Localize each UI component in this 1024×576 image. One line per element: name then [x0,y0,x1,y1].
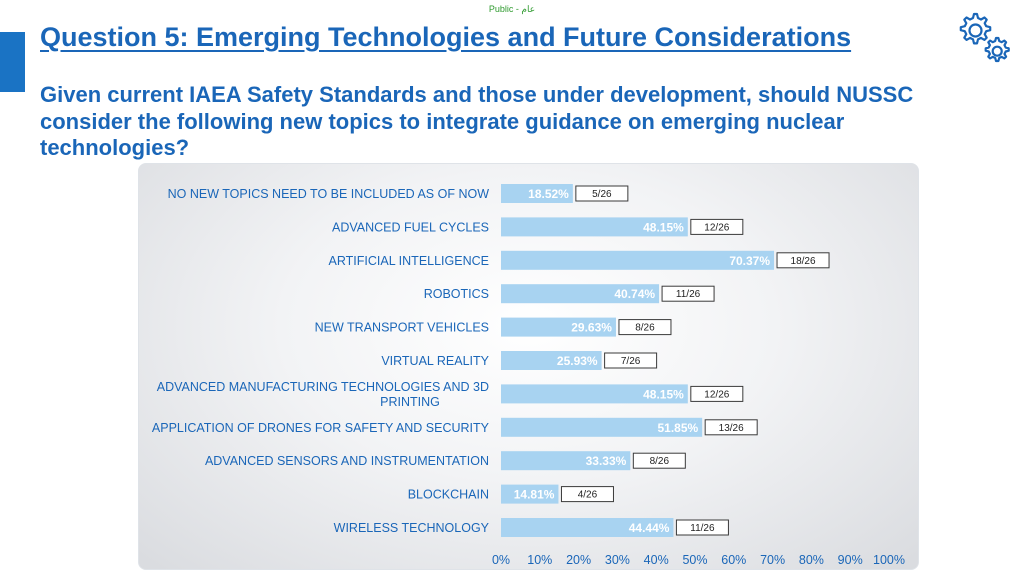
category-label: ADVANCED SENSORS AND INSTRUMENTATION [205,454,489,468]
bar-chart: NO NEW TOPICS NEED TO BE INCLUDED AS OF … [152,184,905,567]
x-tick-label: 70% [760,553,785,567]
category-label: APPLICATION OF DRONES FOR SAFETY AND SEC… [152,421,490,435]
count-label: 11/26 [676,289,701,300]
gears-icon [959,12,1010,63]
bar [501,351,602,370]
count-label: 12/26 [704,222,729,233]
bar [501,417,703,437]
x-tick-label: 90% [838,553,863,567]
page-title: Question 5: Emerging Technologies and Fu… [40,22,852,52]
value-label: 48.15% [643,387,684,401]
x-tick-label: 60% [721,553,746,567]
bar [501,317,616,337]
count-label: 8/26 [635,323,655,334]
value-label: 51.85% [657,421,698,435]
count-box [661,285,715,302]
x-tick-label: 10% [527,553,552,567]
count-label: 11/26 [690,523,715,534]
count-label: 12/26 [704,389,729,400]
bar [501,518,674,537]
count-box [690,218,744,235]
count-box [618,319,672,336]
x-tick-label: 0% [492,553,510,567]
bar [501,217,688,237]
count-label: 8/26 [650,456,670,467]
count-label: 5/26 [592,189,612,200]
category-label: ARTIFICIAL INTELLIGENCE [329,254,489,268]
value-label: 18.52% [528,187,569,201]
count-box [604,352,658,369]
bar [501,451,631,471]
category-label: NEW TRANSPORT VEHICLES [315,321,489,335]
category-label: VIRTUAL REALITY [381,354,489,368]
category-label: ROBOTICS [424,287,489,301]
value-label: 44.44% [629,521,670,535]
category-label: WIRELESS TECHNOLOGY [334,521,490,535]
bar [501,284,660,304]
x-tick-label: 20% [566,553,591,567]
category-label: ADVANCED MANUFACTURING TECHNOLOGIES AND … [157,380,489,409]
value-label: 14.81% [514,488,555,502]
value-label: 70.37% [729,254,770,268]
count-box [632,452,686,469]
x-tick-label: 50% [682,553,707,567]
bar [501,384,688,404]
value-label: 48.15% [643,220,684,234]
count-box [690,385,744,402]
value-label: 33.33% [586,454,627,468]
count-label: 13/26 [719,423,744,434]
count-box [776,252,830,269]
category-label: ADVANCED FUEL CYCLES [332,220,489,234]
value-label: 29.63% [571,321,612,335]
bar [501,250,775,270]
count-label: 7/26 [621,356,641,367]
x-tick-label: 100% [873,553,905,567]
category-label: BLOCKCHAIN [408,488,489,502]
count-box [704,419,758,436]
x-tick-label: 40% [644,553,669,567]
value-label: 40.74% [614,287,655,301]
accent-bar [0,32,25,92]
chart-panel: NO NEW TOPICS NEED TO BE INCLUDED AS OF … [138,163,919,570]
bar [501,484,559,504]
bar [501,184,573,203]
classification-label: Public - عام [488,4,536,14]
count-box [575,185,629,202]
x-tick-label: 80% [799,553,824,567]
count-label: 18/26 [791,256,816,267]
x-tick-label: 30% [605,553,630,567]
count-box [675,519,729,536]
question-text: Given current IAEA Safety Standards and … [40,82,914,160]
category-label: NO NEW TOPICS NEED TO BE INCLUDED AS OF … [168,187,490,201]
count-box [560,486,614,503]
count-label: 4/26 [578,490,598,501]
value-label: 25.93% [557,354,598,368]
